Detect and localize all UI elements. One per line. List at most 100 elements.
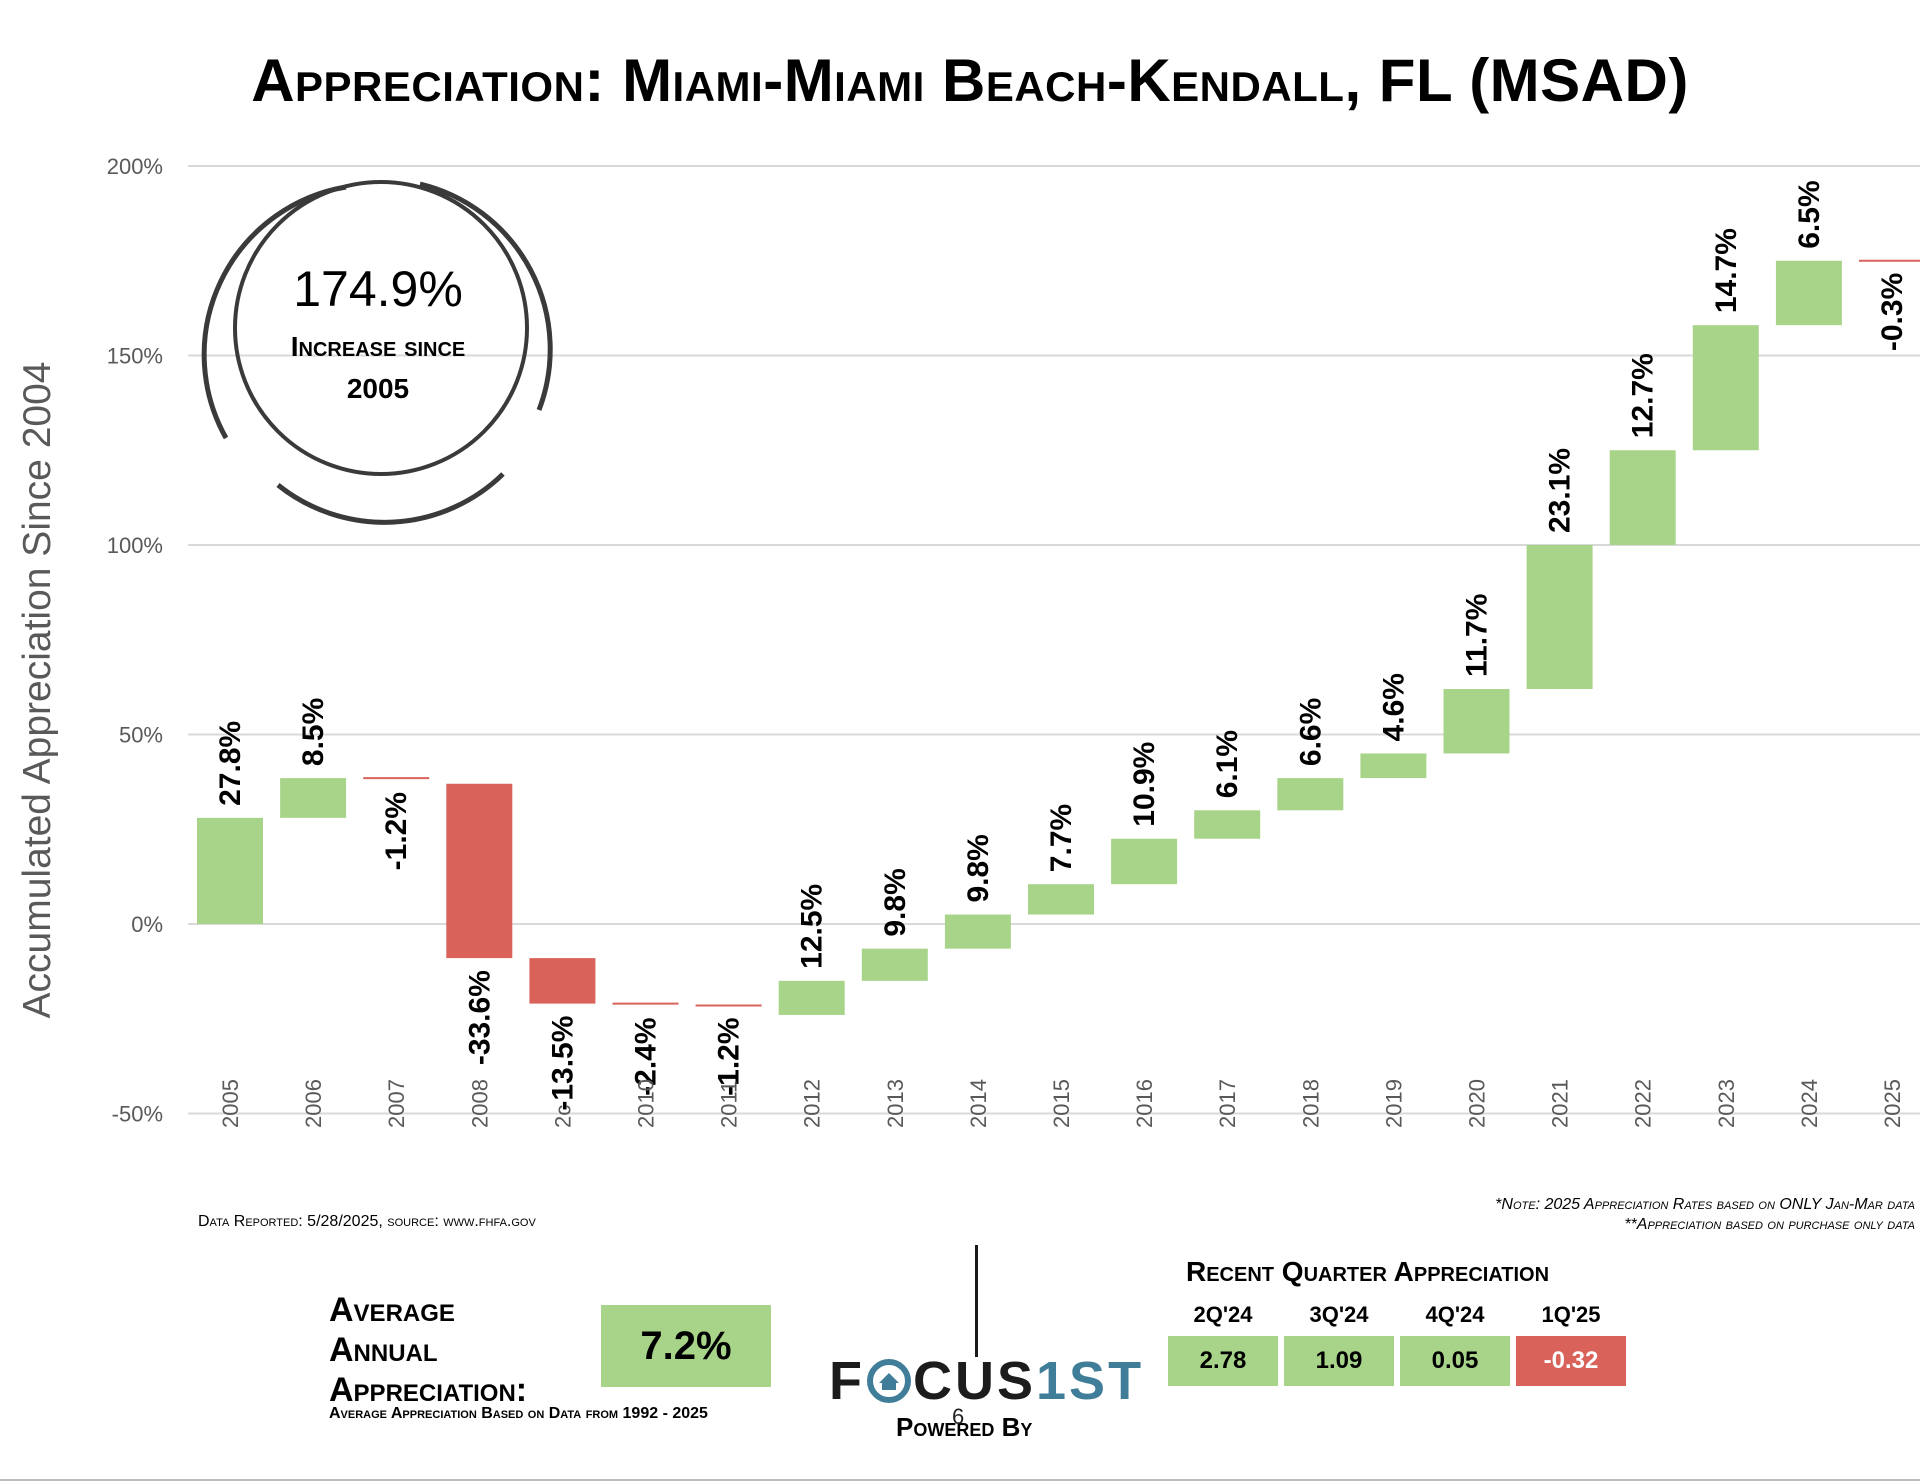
bar <box>1443 689 1510 754</box>
bar <box>197 817 263 924</box>
bar <box>861 948 928 981</box>
value-label: 6.5% <box>1793 180 1826 248</box>
y-tick-label: 100% <box>107 533 163 558</box>
bar <box>446 783 513 959</box>
x-tick-label: 2010 <box>634 1079 659 1128</box>
x-tick-label: 2c <box>550 1105 575 1128</box>
value-label: -1.2% <box>380 792 413 870</box>
bar <box>1277 778 1344 811</box>
bar <box>1609 450 1676 545</box>
bar <box>1526 545 1593 690</box>
waterfall-chart: -50% 0% 50% 100% 150% 200% Accumulated Apprec… <box>16 154 1920 1128</box>
value-label: -13.5% <box>546 1016 579 1111</box>
x-tick-label: 2018 <box>1298 1079 1323 1128</box>
y-tick-label: -50% <box>112 1102 163 1127</box>
x-tick-label: 2016 <box>1132 1079 1157 1128</box>
divider-line <box>975 1245 978 1357</box>
focus1st-logo: F CUS1ST <box>829 1350 1144 1412</box>
x-tick-label: 2014 <box>966 1079 991 1128</box>
y-axis-ticks: -50% 0% 50% 100% 150% 200% <box>107 154 163 1127</box>
average-basis-note: Average Appreciation Based on Data from … <box>329 1405 708 1422</box>
value-label: 12.5% <box>796 884 829 969</box>
chart-title: Appreciation: Miami-Miami Beach-Kendall,… <box>251 47 1689 114</box>
x-tick-label: 2019 <box>1381 1079 1406 1128</box>
increase-badge: 174.9% Increase since 2005 <box>201 180 553 525</box>
badge-outer-arc-bottom <box>276 472 505 525</box>
x-tick-label: 2017 <box>1215 1079 1240 1128</box>
quarter-header-3q24: 3Q'24 <box>1309 1302 1369 1327</box>
note-2025-rates: *Note: 2025 Appreciation Rates based on … <box>1495 1196 1915 1213</box>
house-icon <box>867 1359 911 1403</box>
value-label: 23.1% <box>1544 448 1577 533</box>
quarter-header-4q24: 4Q'24 <box>1425 1302 1485 1327</box>
badge-line1: Increase since <box>291 331 465 362</box>
bar <box>1775 260 1842 326</box>
logo-letter-f: F <box>829 1351 865 1411</box>
x-tick-label: 2020 <box>1465 1079 1490 1128</box>
value-label: 9.8% <box>962 834 995 902</box>
value-label: 14.7% <box>1710 228 1743 313</box>
x-tick-label: 2022 <box>1631 1079 1656 1128</box>
x-tick-label: 2021 <box>1548 1079 1573 1128</box>
badge-line2: 2005 <box>347 373 409 404</box>
bar <box>529 958 596 1004</box>
x-tick-label: 2015 <box>1049 1079 1074 1128</box>
x-tick-label: 2005 <box>218 1079 243 1128</box>
value-label: 27.8% <box>214 721 247 806</box>
value-label: 11.7% <box>1461 594 1494 677</box>
value-label: 4.6% <box>1377 673 1410 741</box>
value-label: 12.7% <box>1627 353 1660 438</box>
value-label: -2.4% <box>630 1017 663 1095</box>
average-annual-label: Average Annual Appreciation: <box>329 1290 527 1410</box>
bar <box>1111 838 1178 885</box>
value-labels: 27.8% 8.5% -1.2% -33.6% -13.5% -2.4% -1.2% 12.5… <box>214 180 1909 1110</box>
y-tick-label: 200% <box>107 154 163 179</box>
bar <box>1194 810 1261 839</box>
quarter-header-1q25: 1Q'25 <box>1541 1302 1601 1327</box>
x-tick-label: 2023 <box>1714 1079 1739 1128</box>
value-label: 6.6% <box>1294 698 1327 766</box>
logo-word-cus: CUS <box>913 1351 1037 1411</box>
bar <box>778 980 845 1015</box>
x-tick-label: 2008 <box>467 1079 492 1128</box>
value-label: 10.9% <box>1128 742 1161 827</box>
quarter-value-4q24: 0.05 <box>1400 1336 1510 1386</box>
x-tick-label: 2007 <box>384 1079 409 1128</box>
average-label-line3: Appreciation: <box>329 1371 528 1409</box>
bar <box>1360 753 1427 779</box>
x-tick-label: 2025 <box>1880 1079 1905 1128</box>
average-label-line2: Annual <box>329 1331 438 1369</box>
x-tick-label: 2006 <box>301 1079 326 1128</box>
quarter-header-2q24: 2Q'24 <box>1193 1302 1253 1327</box>
data-reported-note: Data Reported: 5/28/2025, source: www.fh… <box>198 1213 536 1230</box>
badge-outer-arc-left <box>201 184 347 440</box>
y-tick-label: 0% <box>131 912 163 937</box>
bar <box>1028 884 1094 915</box>
bar <box>1692 325 1759 451</box>
x-tick-label: 2012 <box>800 1079 825 1128</box>
x-tick-label: 2013 <box>883 1079 908 1128</box>
powered-by-label: Powered By <box>896 1412 1033 1442</box>
page-number: 6 <box>952 1404 965 1429</box>
x-axis-ticks: 2005 2006 2007 2008 2c 2010 2011 2012 2013 2014 20… <box>218 1079 1905 1128</box>
logo-word-1st: 1ST <box>1036 1351 1145 1411</box>
value-label: 8.5% <box>297 698 330 766</box>
value-label: -1.2% <box>713 1017 746 1095</box>
x-tick-label: 2011 <box>717 1081 742 1128</box>
value-label: 7.7% <box>1045 804 1078 872</box>
recent-quarter-title: Recent Quarter Appreciation <box>1186 1256 1550 1287</box>
bars <box>197 259 1920 1015</box>
value-label: 9.8% <box>879 868 912 936</box>
badge-inner-ring <box>233 180 529 476</box>
x-tick-label: 2024 <box>1797 1079 1822 1128</box>
bar <box>944 914 1011 949</box>
y-axis-label: Accumulated Appreciation Since 2004 <box>16 362 59 1019</box>
value-label: 6.1% <box>1211 730 1244 798</box>
y-tick-label: 50% <box>119 723 163 748</box>
quarter-value-2q24: 2.78 <box>1168 1336 1278 1386</box>
quarter-value-3q24: 1.09 <box>1284 1336 1394 1386</box>
badge-outer-arc-right <box>419 181 553 411</box>
note-purchase-only: **Appreciation based on purchase only da… <box>1624 1216 1915 1233</box>
quarter-value-1q25: -0.32 <box>1516 1336 1626 1386</box>
average-annual-value: 7.2% <box>601 1305 771 1387</box>
